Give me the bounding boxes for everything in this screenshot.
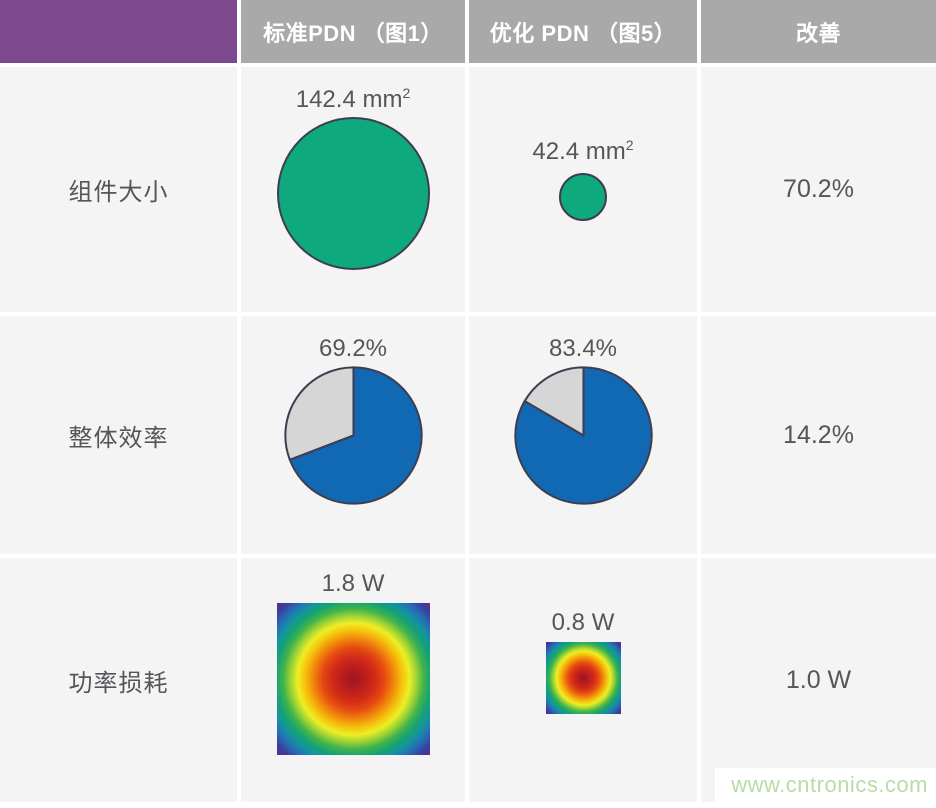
row-label-cell-component-size: 组件大小: [0, 67, 237, 312]
standard-area-circle: [276, 116, 430, 270]
cell-component-size-standard: 142.4 mm2: [241, 67, 465, 312]
optimized-size-number: 42.4 mm: [532, 138, 626, 165]
cell-improvement-component-size: 70.2%: [701, 67, 936, 312]
optimized-power-loss-heatmap: [545, 642, 621, 714]
cell-efficiency-standard: 69.2%: [241, 316, 465, 554]
optimized-area-circle: [558, 173, 607, 221]
standard-efficiency-pie: [283, 366, 423, 505]
standard-size-stack: 142.4 mm2: [276, 80, 430, 270]
standard-efficiency-stack: 69.2%: [281, 336, 426, 508]
row-label-cell-efficiency: 整体效率: [0, 316, 237, 554]
row-label-component-size: 组件大小: [68, 179, 169, 206]
header-label-optimized: 优化 PDN （图5）: [489, 20, 677, 46]
header-label-standard: 标准PDN （图1）: [263, 20, 443, 46]
improvement-power-loss: 1.0 W: [785, 665, 852, 694]
cell-power-loss-standard: 1.8 W: [241, 558, 465, 802]
cell-efficiency-optimized: 83.4%: [469, 316, 697, 554]
optimized-efficiency-stack: 83.4%: [511, 336, 656, 508]
optimized-efficiency-value: 83.4%: [548, 335, 618, 362]
cell-component-size-optimized: 42.4 mm2: [469, 67, 697, 312]
header-cell-improvement: 改善: [701, 0, 936, 63]
standard-power-loss-stack: 1.8 W: [276, 570, 430, 755]
optimized-efficiency-pie: [513, 366, 653, 505]
standard-power-loss-heatmap: [276, 603, 430, 755]
improvement-component-size: 70.2%: [783, 175, 854, 203]
row-label-efficiency: 整体效率: [68, 424, 169, 452]
standard-size-number: 142.4 mm: [295, 85, 403, 113]
row-label-cell-power-loss: 功率损耗: [0, 558, 237, 802]
optimized-power-loss-value: 0.8 W: [551, 609, 615, 636]
header-cell-standard-pdn: 标准PDN （图1）: [241, 0, 465, 63]
standard-power-loss-value: 1.8 W: [321, 570, 385, 597]
standard-size-sup: 2: [402, 84, 411, 101]
standard-size-value: 142.4 mm2: [296, 80, 411, 113]
optimized-size-value: 42.4 mm2: [532, 132, 633, 165]
cell-improvement-power-loss: 1.0 W: [701, 558, 936, 802]
standard-efficiency-value: 69.2%: [318, 335, 388, 362]
optimized-size-stack: 42.4 mm2: [532, 132, 634, 221]
header-label-improvement: 改善: [795, 20, 841, 46]
cell-improvement-efficiency: 14.2%: [701, 316, 936, 554]
optimized-size-sup: 2: [625, 137, 634, 153]
header-cell-optimized-pdn: 优化 PDN （图5）: [469, 0, 697, 63]
row-label-power-loss: 功率损耗: [68, 669, 169, 697]
watermark-text: www.cntronics.com: [715, 768, 936, 803]
cell-power-loss-optimized: 0.8 W: [469, 558, 697, 802]
optimized-power-loss-stack: 0.8 W: [545, 609, 621, 714]
header-cell-blank: [0, 0, 237, 63]
improvement-efficiency: 14.2%: [783, 420, 854, 449]
